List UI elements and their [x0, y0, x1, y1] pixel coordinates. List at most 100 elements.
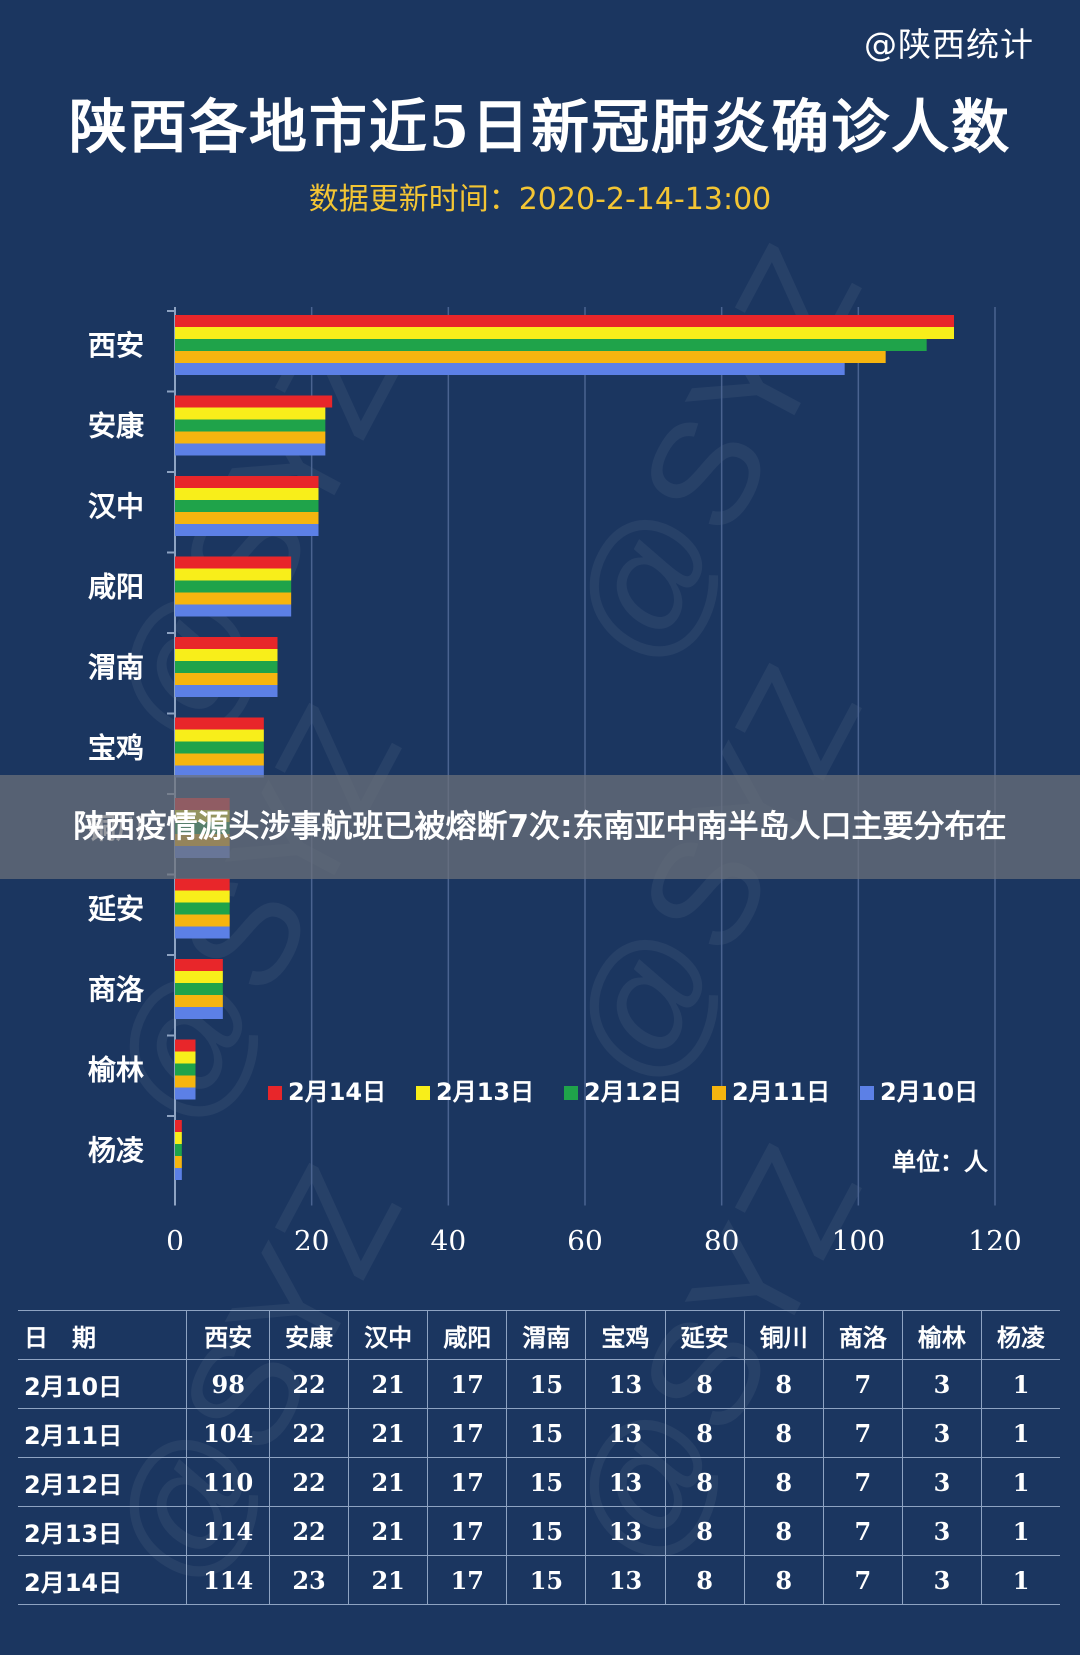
bar — [175, 971, 223, 983]
headline-text[interactable]: 陕西疫情源头涉事航班已被熔断7次:东南亚中南半岛人口主要分布在 — [73, 809, 1007, 845]
bar — [175, 1051, 196, 1064]
table-cell: 1 — [981, 1506, 1060, 1556]
bar — [175, 524, 319, 536]
table-cell: 104 — [186, 1408, 270, 1458]
bar — [175, 729, 264, 742]
bar — [175, 592, 292, 605]
category-label: 汉中 — [88, 490, 144, 523]
category-label: 安康 — [88, 410, 145, 443]
category-label: 西安 — [88, 329, 144, 362]
legend-label: 2月14日 — [288, 1078, 386, 1106]
table-header-row: 日 期西安 安康 汉中 咸阳 渭南 宝鸡 延安 铜川 商洛 榆林 杨凌 — [18, 1310, 1060, 1360]
table-cell: 8 — [743, 1408, 824, 1458]
legend-label: 2月12日 — [584, 1078, 682, 1106]
table-header-cell: 延安 — [664, 1310, 745, 1360]
table-header-cell: 渭南 — [506, 1310, 586, 1360]
table-header-cell: 安康 — [268, 1310, 349, 1360]
update-time: 数据更新时间：2020-2-14-13:00 — [308, 182, 772, 217]
table-body: 2月10日 98 22 21 17 15 13 8 8 7 3 1 2月11日 104 22 21 17 15 13… — [18, 1359, 1060, 1605]
table-header-cell: 榆林 — [901, 1310, 982, 1360]
table-cell: 13 — [585, 1408, 666, 1458]
table-cell: 13 — [585, 1359, 666, 1409]
table-row: 2月11日 104 22 21 17 15 13 8 8 7 3 1 — [18, 1408, 1060, 1458]
table-cell: 8 — [743, 1555, 824, 1605]
data-table: 日 期西安 安康 汉中 咸阳 渭南 宝鸡 延安 铜川 商洛 榆林 杨凌 2月10日 98 22 21 17 1… — [18, 1310, 1060, 1605]
bar — [175, 1168, 182, 1180]
table-cell: 21 — [348, 1506, 428, 1556]
bar — [175, 661, 278, 673]
x-tick-label: 120 — [968, 1225, 1021, 1251]
legend-label: 2月11日 — [732, 1078, 830, 1106]
bar — [175, 604, 292, 617]
table-cell: 1 — [981, 1457, 1060, 1507]
bar — [175, 395, 333, 408]
table-cell: 17 — [427, 1457, 507, 1507]
table-cell: 21 — [348, 1555, 428, 1605]
bar — [175, 649, 278, 661]
table-cell: 98 — [186, 1359, 270, 1409]
table-header-cell: 铜川 — [743, 1310, 824, 1360]
bar — [175, 902, 230, 915]
table-cell: 13 — [585, 1555, 666, 1605]
table-cell: 1 — [981, 1408, 1060, 1458]
bar — [175, 717, 264, 730]
table-cell: 22 — [268, 1408, 349, 1458]
table-cell: 3 — [901, 1408, 982, 1458]
table-row: 2月10日 98 22 21 17 15 13 8 8 7 3 1 — [18, 1359, 1060, 1409]
bar — [175, 1039, 196, 1052]
legend-swatch — [712, 1086, 726, 1100]
bar — [175, 959, 223, 971]
bar — [175, 339, 927, 351]
category-label: 咸阳 — [88, 571, 144, 604]
category-label: 杨凌 — [88, 1134, 145, 1167]
table-cell: 3 — [901, 1555, 982, 1605]
table-cell: 3 — [901, 1359, 982, 1409]
bar — [175, 878, 230, 891]
data-table-container: 日 期西安 安康 汉中 咸阳 渭南 宝鸡 延安 铜川 商洛 榆林 杨凌 2月10日 98 22 21 17 1… — [18, 1310, 1060, 1605]
table-cell: 21 — [348, 1457, 428, 1507]
legend-swatch — [268, 1086, 282, 1100]
table-header-cell: 宝鸡 — [585, 1310, 666, 1360]
table-cell: 3 — [901, 1506, 982, 1556]
x-tick-label: 60 — [567, 1225, 603, 1251]
page-title: 陕西各地市近5日新冠肺炎确诊人数 — [68, 93, 1012, 161]
table-cell: 7 — [822, 1359, 903, 1409]
bar — [175, 363, 845, 375]
legend-swatch — [564, 1086, 578, 1100]
bar — [175, 488, 319, 500]
table-header-cell: 日 期 — [18, 1310, 187, 1360]
legend-label: 2月10日 — [880, 1078, 978, 1106]
bar — [175, 926, 230, 939]
table-row: 2月13日 114 22 21 17 15 13 8 8 7 3 1 — [18, 1506, 1060, 1556]
table-cell: 114 — [186, 1555, 270, 1605]
table-cell: 15 — [506, 1555, 586, 1605]
table-cell: 2月12日 — [18, 1457, 187, 1507]
bar — [175, 327, 954, 339]
bar — [175, 995, 223, 1007]
table-cell: 15 — [506, 1359, 586, 1409]
table-cell: 17 — [427, 1555, 507, 1605]
table-cell: 110 — [186, 1457, 270, 1507]
table-cell: 7 — [822, 1408, 903, 1458]
table-cell: 1 — [981, 1359, 1060, 1409]
table-header-cell: 咸阳 — [427, 1310, 507, 1360]
table-header-cell: 西安 — [186, 1310, 270, 1360]
category-label: 榆林 — [88, 1054, 144, 1087]
x-tick-label: 20 — [294, 1225, 330, 1251]
bar — [175, 1087, 196, 1100]
x-tick-label: 40 — [431, 1225, 467, 1251]
bar — [175, 914, 230, 927]
bar — [175, 500, 319, 512]
table-cell: 2月14日 — [18, 1555, 187, 1605]
table-cell: 21 — [348, 1408, 428, 1458]
bar — [175, 351, 886, 363]
bar — [175, 753, 264, 766]
table-cell: 23 — [268, 1555, 349, 1605]
table-cell: 114 — [186, 1506, 270, 1556]
table-cell: 15 — [506, 1506, 586, 1556]
table-cell: 22 — [268, 1359, 349, 1409]
table-cell: 8 — [743, 1359, 824, 1409]
source-credit: @陕西统计 — [864, 25, 1034, 64]
headline-banner[interactable]: 陕西疫情源头涉事航班已被熔断7次:东南亚中南半岛人口主要分布在 — [0, 775, 1080, 879]
category-label: 商洛 — [88, 973, 145, 1006]
